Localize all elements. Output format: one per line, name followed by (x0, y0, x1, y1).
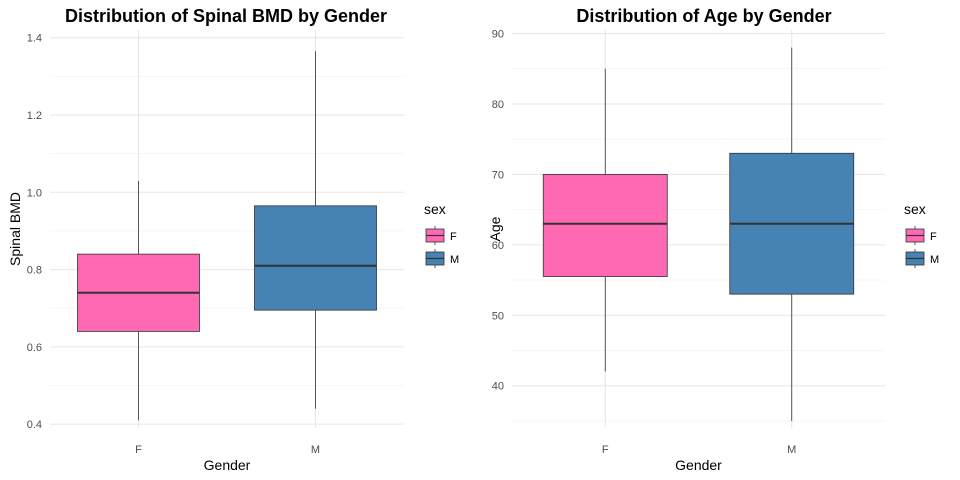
legend-title: sex (424, 201, 446, 217)
y-tick-label: 0.4 (27, 419, 42, 431)
y-axis-title: Age (487, 216, 503, 241)
y-tick-label: 0.6 (27, 342, 42, 354)
legend-label: M (930, 254, 939, 266)
x-tick-label: F (602, 444, 609, 456)
x-tick-label: F (135, 444, 142, 456)
y-tick-label: 1.4 (27, 33, 42, 45)
chart-title: Distribution of Spinal BMD by Gender (65, 6, 387, 26)
boxplot-F (77, 180, 200, 421)
y-tick-label: 1.0 (27, 187, 42, 199)
x-axis-title: Gender (204, 457, 251, 473)
y-tick-label: 40 (492, 381, 504, 393)
x-tick-label: M (311, 444, 320, 456)
legend-label: F (450, 231, 457, 243)
box-iqr (542, 174, 668, 277)
y-axis-title: Spinal BMD (7, 192, 23, 266)
box-iqr (254, 205, 377, 311)
legend-item-M: M (905, 249, 939, 268)
legend-item-F: F (425, 226, 457, 245)
x-axis-title: Gender (675, 457, 722, 473)
legend-title: sex (904, 201, 926, 217)
boxplot-F (542, 68, 668, 372)
y-tick-label: 0.8 (27, 265, 42, 277)
x-tick-label: M (787, 444, 796, 456)
legend-item-F: F (905, 226, 937, 245)
y-tick-label: 80 (492, 99, 504, 111)
legend: sex FM (904, 201, 939, 268)
legend-label: F (930, 231, 937, 243)
legend: sex FM (424, 201, 459, 268)
legend-item-M: M (425, 249, 459, 268)
y-tick-label: 50 (492, 310, 504, 322)
boxplot-M (254, 51, 377, 409)
y-tick-label: 70 (492, 169, 504, 181)
y-tick-label: 90 (492, 29, 504, 41)
y-tick-label: 60 (492, 240, 504, 252)
chart-title: Distribution of Age by Gender (576, 6, 831, 26)
legend-label: M (450, 254, 459, 266)
boxplot-M (729, 47, 855, 421)
y-tick-label: 1.2 (27, 110, 42, 122)
